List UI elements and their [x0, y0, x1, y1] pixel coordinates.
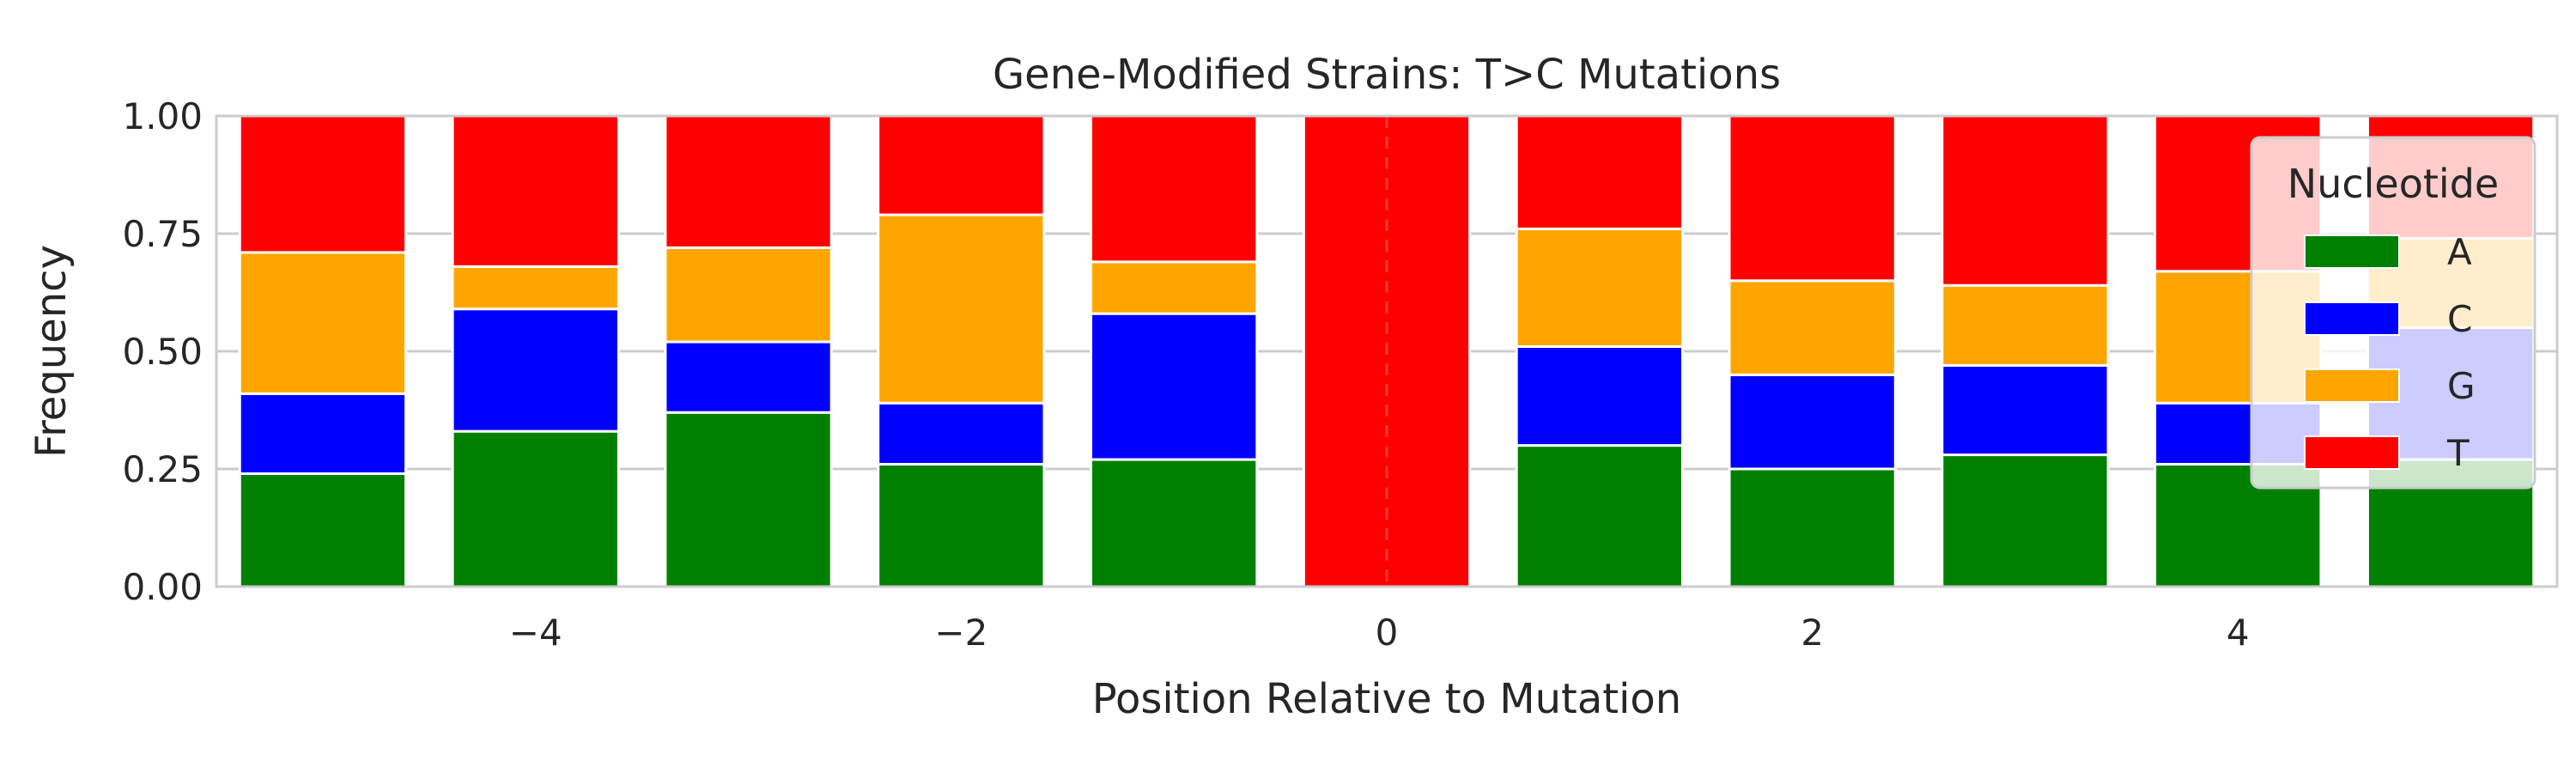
x-tick-label: 4 [2227, 612, 2250, 654]
bar-segment-T [451, 114, 620, 268]
bar-segment-C [664, 340, 833, 414]
bar-stack [238, 114, 408, 588]
bar-segment-G [1515, 228, 1684, 349]
y-tick-label: 1.00 [122, 95, 203, 137]
bar-segment-A [1090, 458, 1259, 588]
legend-label: A [2447, 231, 2472, 273]
bar-segment-T [238, 114, 408, 254]
chart-title: Gene-Modified Strains: T>C Mutations [993, 51, 1781, 99]
bar-segment-C [451, 307, 620, 433]
bar-segment-T [1728, 114, 1897, 283]
bar-segment-A [1941, 453, 2110, 588]
bar-segment-G [664, 246, 833, 344]
plot-frame [215, 114, 2559, 588]
legend-title: Nucleotide [2287, 161, 2499, 207]
bar-stack [1728, 114, 1897, 588]
bar-segment-G [1941, 283, 2110, 367]
bar-stack [1515, 114, 1684, 588]
legend-label: C [2447, 298, 2472, 340]
bar-segment-T [664, 114, 833, 249]
bar-segment-G [1728, 279, 1897, 376]
legend-label: G [2447, 365, 2476, 407]
x-tick-label: 2 [1801, 612, 1824, 654]
bar-segment-T [1090, 114, 1259, 264]
y-tick-label: 0.00 [122, 566, 203, 608]
bar-segment-C [1090, 312, 1259, 461]
bar-segment-A [451, 429, 620, 588]
bar-segment-A [1515, 444, 1684, 588]
legend-item-G: G [2304, 365, 2476, 407]
bar-segment-T [1941, 114, 2110, 287]
x-tick-label: −4 [509, 612, 562, 654]
x-tick-label: −2 [934, 612, 987, 654]
bar-segment-A [1728, 467, 1897, 588]
legend-swatch [2304, 435, 2400, 470]
legend-item-T: T [2304, 432, 2470, 474]
bar-segment-A [877, 463, 1046, 588]
bar-segment-A [664, 411, 833, 588]
y-axis-label: Frequency [27, 245, 76, 458]
bar-segment-T [877, 114, 1046, 216]
legend-label: T [2446, 432, 2470, 474]
bar-stack [1090, 114, 1259, 588]
x-tick-label: 0 [1376, 612, 1399, 654]
legend-swatch [2304, 234, 2400, 269]
y-tick-label: 0.50 [122, 331, 203, 373]
y-tick-label: 0.75 [122, 213, 203, 255]
bar-segment-G [238, 251, 408, 395]
x-axis-label: Position Relative to Mutation [1092, 675, 1681, 723]
bar-segment-G [451, 265, 620, 311]
legend-swatch [2304, 301, 2400, 336]
bar-segment-C [877, 401, 1046, 466]
bar-stack [1941, 114, 2110, 588]
bar-segment-C [1728, 373, 1897, 471]
axes: 0.00 0.25 0.50 0.75 1.00 −4 −2 0 2 4 [122, 95, 2559, 654]
bar-stack [664, 114, 833, 588]
bar-segment-C [238, 392, 408, 475]
bar-segment-G [877, 213, 1046, 405]
bar-segment-G [1090, 260, 1259, 315]
bar-segment-T [1515, 114, 1684, 231]
bar-segment-A [238, 472, 408, 588]
legend-swatch [2304, 368, 2400, 403]
bar-stack [877, 114, 1046, 588]
bars [238, 114, 2536, 588]
bar-stack [451, 114, 620, 588]
bar-segment-C [1515, 345, 1684, 447]
legend-item-C: C [2304, 298, 2472, 340]
bar-segment-C [1941, 363, 2110, 457]
y-tick-label: 0.25 [122, 448, 203, 490]
legend-item-A: A [2304, 231, 2472, 273]
